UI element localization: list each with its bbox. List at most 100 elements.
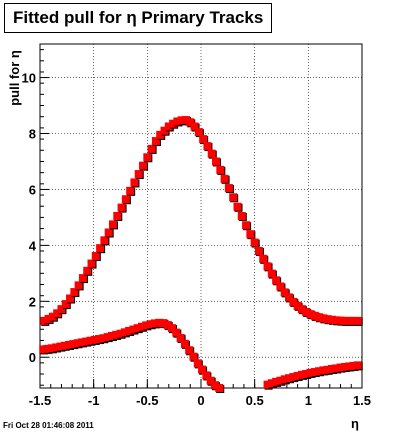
data-point-marker [112,330,121,339]
data-point-marker [181,116,190,125]
data-point-marker [289,373,298,382]
data-point-marker [90,335,99,344]
data-point-marker [180,339,189,348]
data-point [172,328,182,338]
data-point [220,174,230,184]
data-point-marker [77,338,86,347]
data-point-marker [340,363,349,372]
data-point-marker [120,328,129,337]
data-point-marker [193,359,202,368]
data-point-marker [263,380,272,389]
series-1 [40,116,363,326]
data-point-marker [293,371,302,380]
data-point [70,288,80,298]
data-point-marker [285,374,294,383]
data-point-marker [327,364,336,373]
data-point-marker [215,384,224,392]
data-point-marker [272,377,281,386]
data-point-marker [246,230,255,239]
data-point-marker [130,178,139,187]
data-point [100,236,110,246]
data-point [48,312,58,322]
data-point-marker [207,149,216,158]
data-point-marker [44,314,53,323]
data-point-marker [276,376,285,385]
x-tick-label: -1 [88,393,100,408]
data-point-marker [345,316,354,325]
data-point [250,238,260,248]
data-point [280,288,290,298]
data-point [216,165,226,175]
data-point-marker [43,344,52,353]
data-point [130,178,140,188]
data-point-marker [306,368,315,377]
data-point [193,359,203,369]
data-point-marker [212,157,221,166]
data-point-marker [160,126,169,135]
data-point-marker [169,119,178,128]
data-point [57,305,67,315]
chart-title: Fitted pull for η Primary Tracks [4,3,273,33]
data-point-marker [280,375,289,384]
data-point-marker [137,322,146,331]
data-point [185,346,195,356]
data-point-marker [168,324,177,333]
data-point-marker [267,379,276,388]
data-point [215,384,225,393]
data-point [254,246,264,256]
data-point-marker [134,170,143,179]
data-point-marker [83,266,92,275]
data-point-marker [293,301,302,310]
data-point-marker [327,315,336,324]
data-point [156,130,166,140]
data-point-marker [250,238,259,247]
data-point [259,254,269,264]
data-point-marker [216,165,225,174]
data-point [113,212,123,221]
data-point-marker [323,315,332,324]
axis-ticks [39,49,363,388]
data-point [151,137,161,147]
data-point-marker [78,274,87,283]
data-point-marker [272,276,281,285]
data-point [108,220,118,230]
data-point [180,339,190,349]
data-point-marker [237,212,246,220]
timestamp: Fri Oct 28 01:46:08 2011 [3,421,94,430]
data-point [139,161,149,171]
data-point [237,212,247,221]
y-tick-label: 2 [29,294,36,309]
data-point-marker [319,366,328,375]
data-point-marker [189,352,198,361]
x-tick-label: 1.5 [353,393,371,408]
data-point-marker [57,305,66,314]
data-point-marker [82,337,91,346]
x-axis-title: η [351,416,359,431]
data-point-marker [103,333,112,342]
data-point [91,251,101,261]
data-point-marker [176,333,185,342]
data-point-marker [186,118,195,127]
data-point-marker [310,368,319,377]
data-point-marker [48,312,57,321]
data-point-marker [185,346,194,355]
data-point-marker [142,321,151,330]
data-point-marker [159,319,168,328]
x-tick-label: 0 [197,393,204,408]
data-point-marker [285,293,294,302]
data-point [176,333,186,343]
data-point-marker [53,309,62,318]
data-point-marker [259,254,268,263]
data-point-marker [147,144,156,153]
data-point [74,281,84,291]
data-point [160,126,170,136]
data-point-marker [164,122,173,131]
series-3 [263,361,363,390]
data-point-marker [349,361,358,370]
data-point-marker [125,326,134,335]
data-point-marker [194,128,203,137]
data-point-marker [202,371,211,380]
data-point-marker [39,345,48,354]
data-point-marker [198,365,207,374]
